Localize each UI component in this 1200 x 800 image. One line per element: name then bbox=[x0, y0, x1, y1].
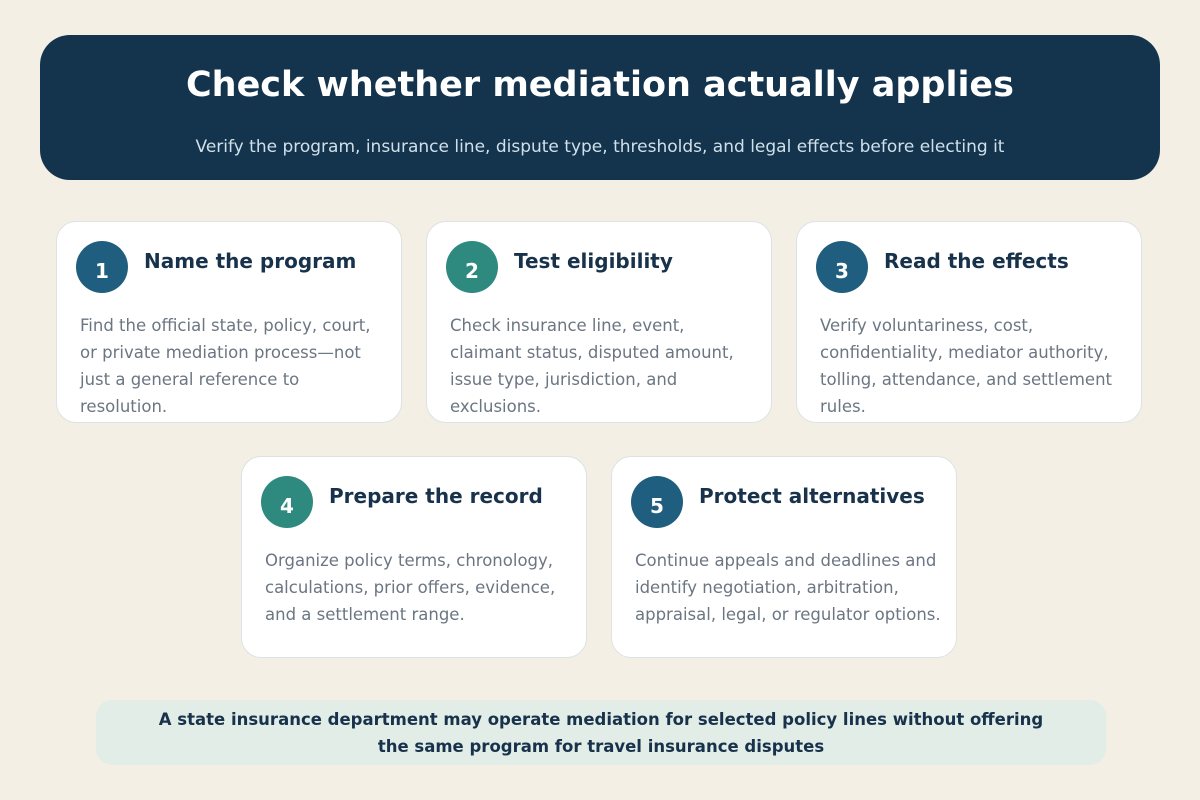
note: A state insurance department may operate… bbox=[158, 709, 1044, 756]
card-title: Name the program bbox=[144, 249, 357, 273]
card-body: Organize policy terms, chronology, calcu… bbox=[265, 551, 556, 624]
note-box: A state insurance department may operate… bbox=[96, 700, 1106, 765]
card-title: Read the effects bbox=[884, 249, 1069, 273]
step-number: 4 bbox=[261, 476, 313, 528]
card-title: Test eligibility bbox=[514, 249, 673, 273]
card-body: Check insurance line, event, claimant st… bbox=[450, 316, 734, 416]
card: 2 Test eligibility Check insurance line, e… bbox=[426, 221, 772, 423]
card: 4 Prepare the record Organize policy terms… bbox=[241, 456, 587, 658]
card: 1 Name the program Find the official state… bbox=[56, 221, 402, 423]
card-body: Find the official state, policy, court, … bbox=[80, 316, 371, 416]
title: Check whether mediation actually applies bbox=[185, 65, 1015, 105]
subtitle: Verify the program, insurance line, disp… bbox=[195, 137, 1005, 157]
card: 5 Protect alternatives Continue appeals an… bbox=[611, 456, 957, 658]
card-title: Protect alternatives bbox=[699, 484, 925, 508]
header: Check whether mediation actually applies… bbox=[40, 35, 1160, 180]
step-number: 2 bbox=[446, 241, 498, 293]
card: 3 Read the effects Verify voluntariness, c… bbox=[796, 221, 1142, 423]
card-body: Verify voluntariness, cost, confidential… bbox=[820, 316, 1113, 416]
step-number: 5 bbox=[631, 476, 683, 528]
card-title: Prepare the record bbox=[329, 484, 543, 508]
step-number: 3 bbox=[816, 241, 868, 293]
card-body: Continue appeals and deadlines and ident… bbox=[635, 551, 941, 624]
step-number: 1 bbox=[76, 241, 128, 293]
